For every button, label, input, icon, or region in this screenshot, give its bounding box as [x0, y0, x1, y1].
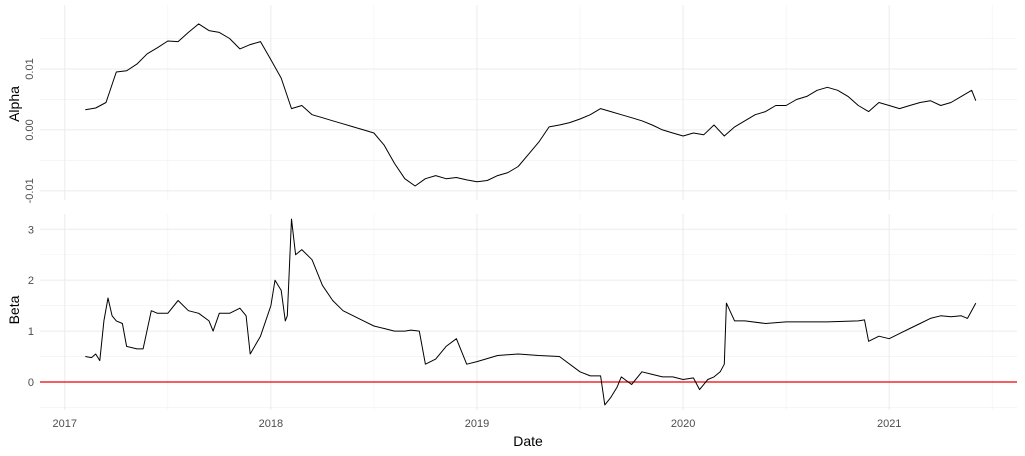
- beta-axis-title: Beta: [6, 295, 22, 324]
- beta-panel: 0 1 2 3: [28, 214, 1017, 410]
- x-tick-label: 2020: [671, 418, 695, 430]
- x-axis-title: Date: [513, 433, 543, 449]
- x-tick-label: 2019: [465, 418, 489, 430]
- x-tick-label: 2018: [259, 418, 283, 430]
- alpha-y-tick-label: 0.01: [24, 58, 36, 79]
- alpha-axis-title: Alpha: [6, 86, 22, 122]
- beta-y-tick-label: 0: [28, 377, 34, 389]
- beta-y-tick-label: 3: [28, 224, 34, 236]
- alpha-series-line: [85, 23, 977, 187]
- beta-y-tick-label: 1: [28, 326, 34, 338]
- x-tick-label: 2021: [877, 418, 901, 430]
- x-tick-label: 2017: [52, 418, 76, 430]
- beta-series-line: [85, 218, 977, 406]
- beta-y-tick-label: 2: [28, 275, 34, 287]
- alpha-y-tick-label: 0.00: [24, 119, 36, 140]
- x-axis: 2017 2018 2019 2020 2021: [52, 418, 901, 430]
- alpha-y-tick-label: -0.01: [24, 178, 36, 203]
- alpha-panel: -0.01 0.00 0.01: [24, 5, 1017, 203]
